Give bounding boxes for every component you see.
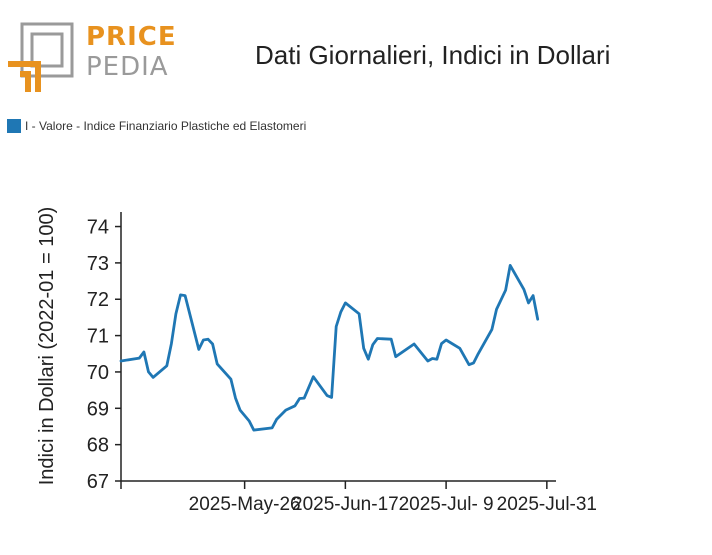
y-tick-label: 67 [87, 471, 109, 493]
legend-swatch [7, 119, 21, 133]
series-line [119, 264, 540, 432]
x-tick-label: 2025-Jul-31 [497, 494, 597, 515]
y-axis: 67 68 69 70 71 72 73 74 [87, 212, 122, 493]
x-tick-label: 2025-Jul- 9 [399, 494, 494, 515]
logo-mark-icon [8, 22, 74, 92]
pricepedia-logo: PRICE PEDIA [8, 22, 176, 94]
y-tick-label: 73 [87, 253, 109, 275]
y-axis-label: Indici in Dollari (2022-01 = 100) [36, 207, 58, 486]
x-tick-label: 2025-Jun-17 [292, 494, 399, 515]
logo-word-price: PRICE [86, 22, 177, 52]
y-tick-label: 70 [87, 362, 109, 384]
legend-label: I - Valore - Indice Finanziario Plastich… [25, 119, 307, 133]
y-tick-label: 68 [87, 435, 109, 457]
chart-legend: I - Valore - Indice Finanziario Plastich… [7, 119, 306, 133]
logo-word-pedia: PEDIA [86, 52, 169, 82]
y-tick-label: 69 [87, 398, 109, 420]
plot-area [119, 264, 540, 432]
y-tick-label: 74 [87, 217, 109, 239]
chart-title: Dati Giornalieri, Indici in Dollari [255, 40, 611, 70]
y-tick-label: 71 [87, 326, 109, 348]
y-tick-label: 72 [87, 289, 109, 311]
x-tick-label: 2025-May-26 [189, 494, 301, 515]
